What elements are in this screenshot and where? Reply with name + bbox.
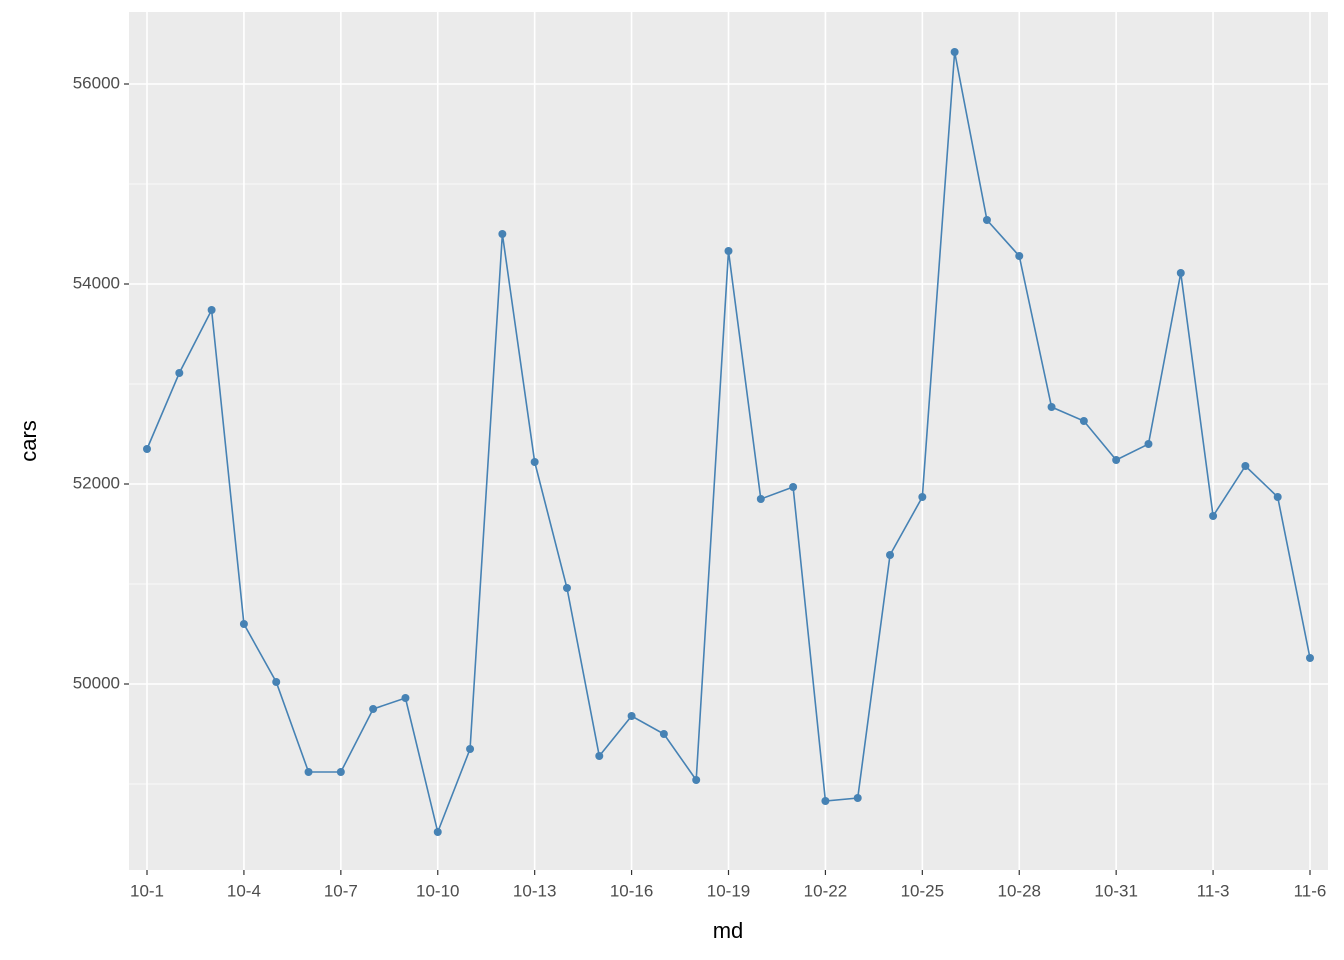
point [401,694,410,702]
point [1047,403,1056,411]
point [886,551,895,559]
x-tick-label: 10-19 [707,881,750,900]
point [207,306,216,314]
y-tick-label: 54000 [73,273,120,292]
x-tick-label: 11-6 [1294,881,1327,900]
point [272,678,281,686]
point [143,445,151,453]
point [562,584,571,592]
x-tick-label: 10-10 [416,881,459,900]
x-tick-label: 10-16 [610,881,653,900]
point [595,752,604,760]
point [530,458,539,466]
point [853,794,862,802]
point [950,48,959,56]
point [982,216,991,224]
point [1176,269,1185,277]
point [756,495,765,503]
point [1241,462,1250,470]
point [627,712,636,720]
x-axis-title: md [713,918,744,943]
x-tick-label: 10-31 [1094,881,1137,900]
point [336,768,345,776]
x-tick-label: 11-3 [1197,881,1230,900]
x-tick-label: 10-22 [804,881,847,900]
y-tick-label: 52000 [73,473,120,492]
point [789,483,798,491]
point [1273,493,1282,501]
point [1015,252,1024,260]
point [1209,512,1218,520]
x-tick-label: 10-4 [227,881,261,900]
point [659,730,668,738]
point [724,247,733,255]
point [1079,417,1088,425]
point [304,768,313,776]
point [692,776,701,784]
y-tick-label: 50000 [73,673,120,692]
point [466,745,475,753]
x-tick-label: 10-7 [324,881,358,900]
point [369,705,378,713]
x-tick-label: 10-25 [901,881,944,900]
point [239,620,248,628]
x-tick-label: 10-28 [998,881,1041,900]
point [175,369,184,377]
y-tick-label: 56000 [73,73,120,92]
x-tick-label: 10-13 [513,881,556,900]
point [1306,654,1314,662]
point [498,230,507,238]
point [1112,456,1121,464]
point [918,493,927,501]
point [821,797,830,805]
x-tick-label: 10-1 [130,881,164,900]
point [1144,440,1153,448]
point [433,828,442,836]
y-axis-title: cars [16,420,41,462]
